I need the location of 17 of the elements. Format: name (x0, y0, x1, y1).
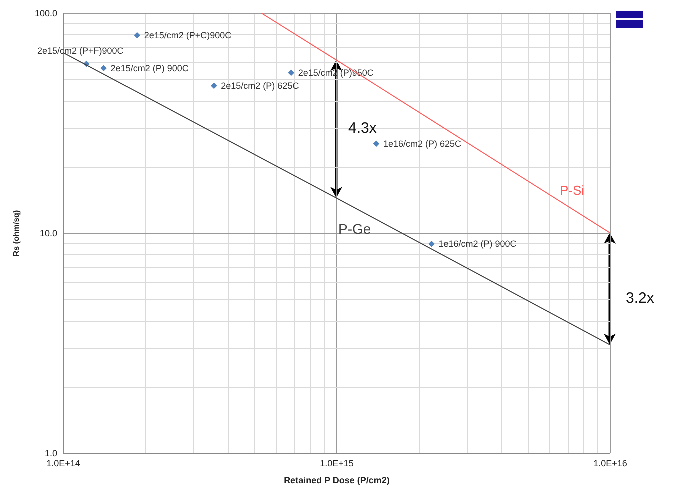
data-label: 2e15/cm2 (P+C)900C (144, 30, 232, 41)
data-label: 2e15/cm2 (P) 900C (110, 63, 190, 74)
text: 3.2x (626, 290, 655, 307)
data-label: 2e15/cm2 (P) 625C (221, 80, 300, 91)
x-tick-label: 1.0E+16 (594, 458, 628, 468)
y-axis-title: Rs (ohm/sq) (12, 210, 21, 257)
y-tick-label: 100.0 (34, 8, 58, 18)
x-tick-label: 1.0E+14 (46, 458, 80, 468)
data-label: 1e16/cm2 (P) 625C (383, 138, 462, 149)
data-label: 1e16/cm2 (P) 900C (438, 239, 518, 250)
series-label: P-Si (560, 183, 585, 198)
y-tick-label: 1.0 (44, 448, 58, 458)
x-axis-title: Retained P Dose (P/cm2) (284, 476, 390, 486)
x-tick-label: 1.0E+15 (320, 458, 354, 468)
annotation: 4.3x (348, 120, 378, 138)
series-label: P-Ge (338, 221, 372, 238)
y-tick-label: 10.0 (40, 228, 58, 238)
